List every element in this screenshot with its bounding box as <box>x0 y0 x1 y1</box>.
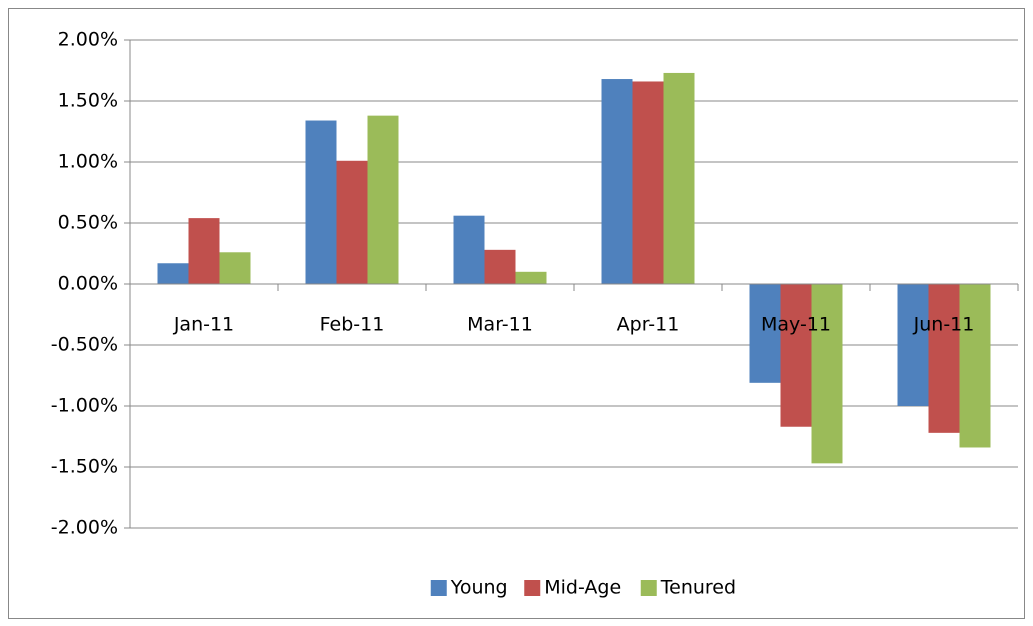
bar <box>811 284 843 464</box>
y-tick-label: 0.50% <box>58 212 118 234</box>
bar <box>336 160 368 284</box>
chart-border <box>8 8 1025 619</box>
legend-label: Tenured <box>660 577 736 599</box>
x-tick-label: Jun-11 <box>913 314 975 336</box>
bar <box>219 252 251 284</box>
legend-swatch <box>430 580 447 596</box>
legend-label: Mid-Age <box>544 577 621 599</box>
bar <box>749 284 781 383</box>
legend-label: Young <box>450 577 508 599</box>
y-tick-label: 1.50% <box>58 90 118 112</box>
y-tick-label: -1.50% <box>51 456 118 478</box>
bar <box>601 79 633 284</box>
bar <box>780 284 812 427</box>
x-tick-label: May-11 <box>761 314 831 336</box>
bar <box>484 249 516 284</box>
bar <box>515 271 547 284</box>
x-tick-label: Apr-11 <box>617 314 680 336</box>
bar <box>157 263 189 284</box>
y-tick-label: 1.00% <box>58 151 118 173</box>
bar <box>367 115 399 284</box>
bar <box>305 120 337 285</box>
y-tick-label: -1.00% <box>51 395 118 417</box>
legend-swatch <box>640 580 657 596</box>
bar <box>188 218 220 284</box>
bar <box>663 72 695 284</box>
y-tick-label: 0.00% <box>58 273 118 295</box>
bar <box>928 284 960 433</box>
y-tick-label: -2.00% <box>51 517 118 539</box>
x-tick-label: Jan-11 <box>173 314 234 336</box>
bar <box>959 284 991 448</box>
bar <box>453 215 485 284</box>
x-tick-label: Feb-11 <box>320 314 385 336</box>
legend-swatch <box>524 580 541 596</box>
y-tick-label: 2.00% <box>58 29 118 51</box>
bar <box>897 284 929 406</box>
bar <box>632 81 664 284</box>
x-tick-label: Mar-11 <box>467 314 533 336</box>
y-tick-label: -0.50% <box>51 334 118 356</box>
